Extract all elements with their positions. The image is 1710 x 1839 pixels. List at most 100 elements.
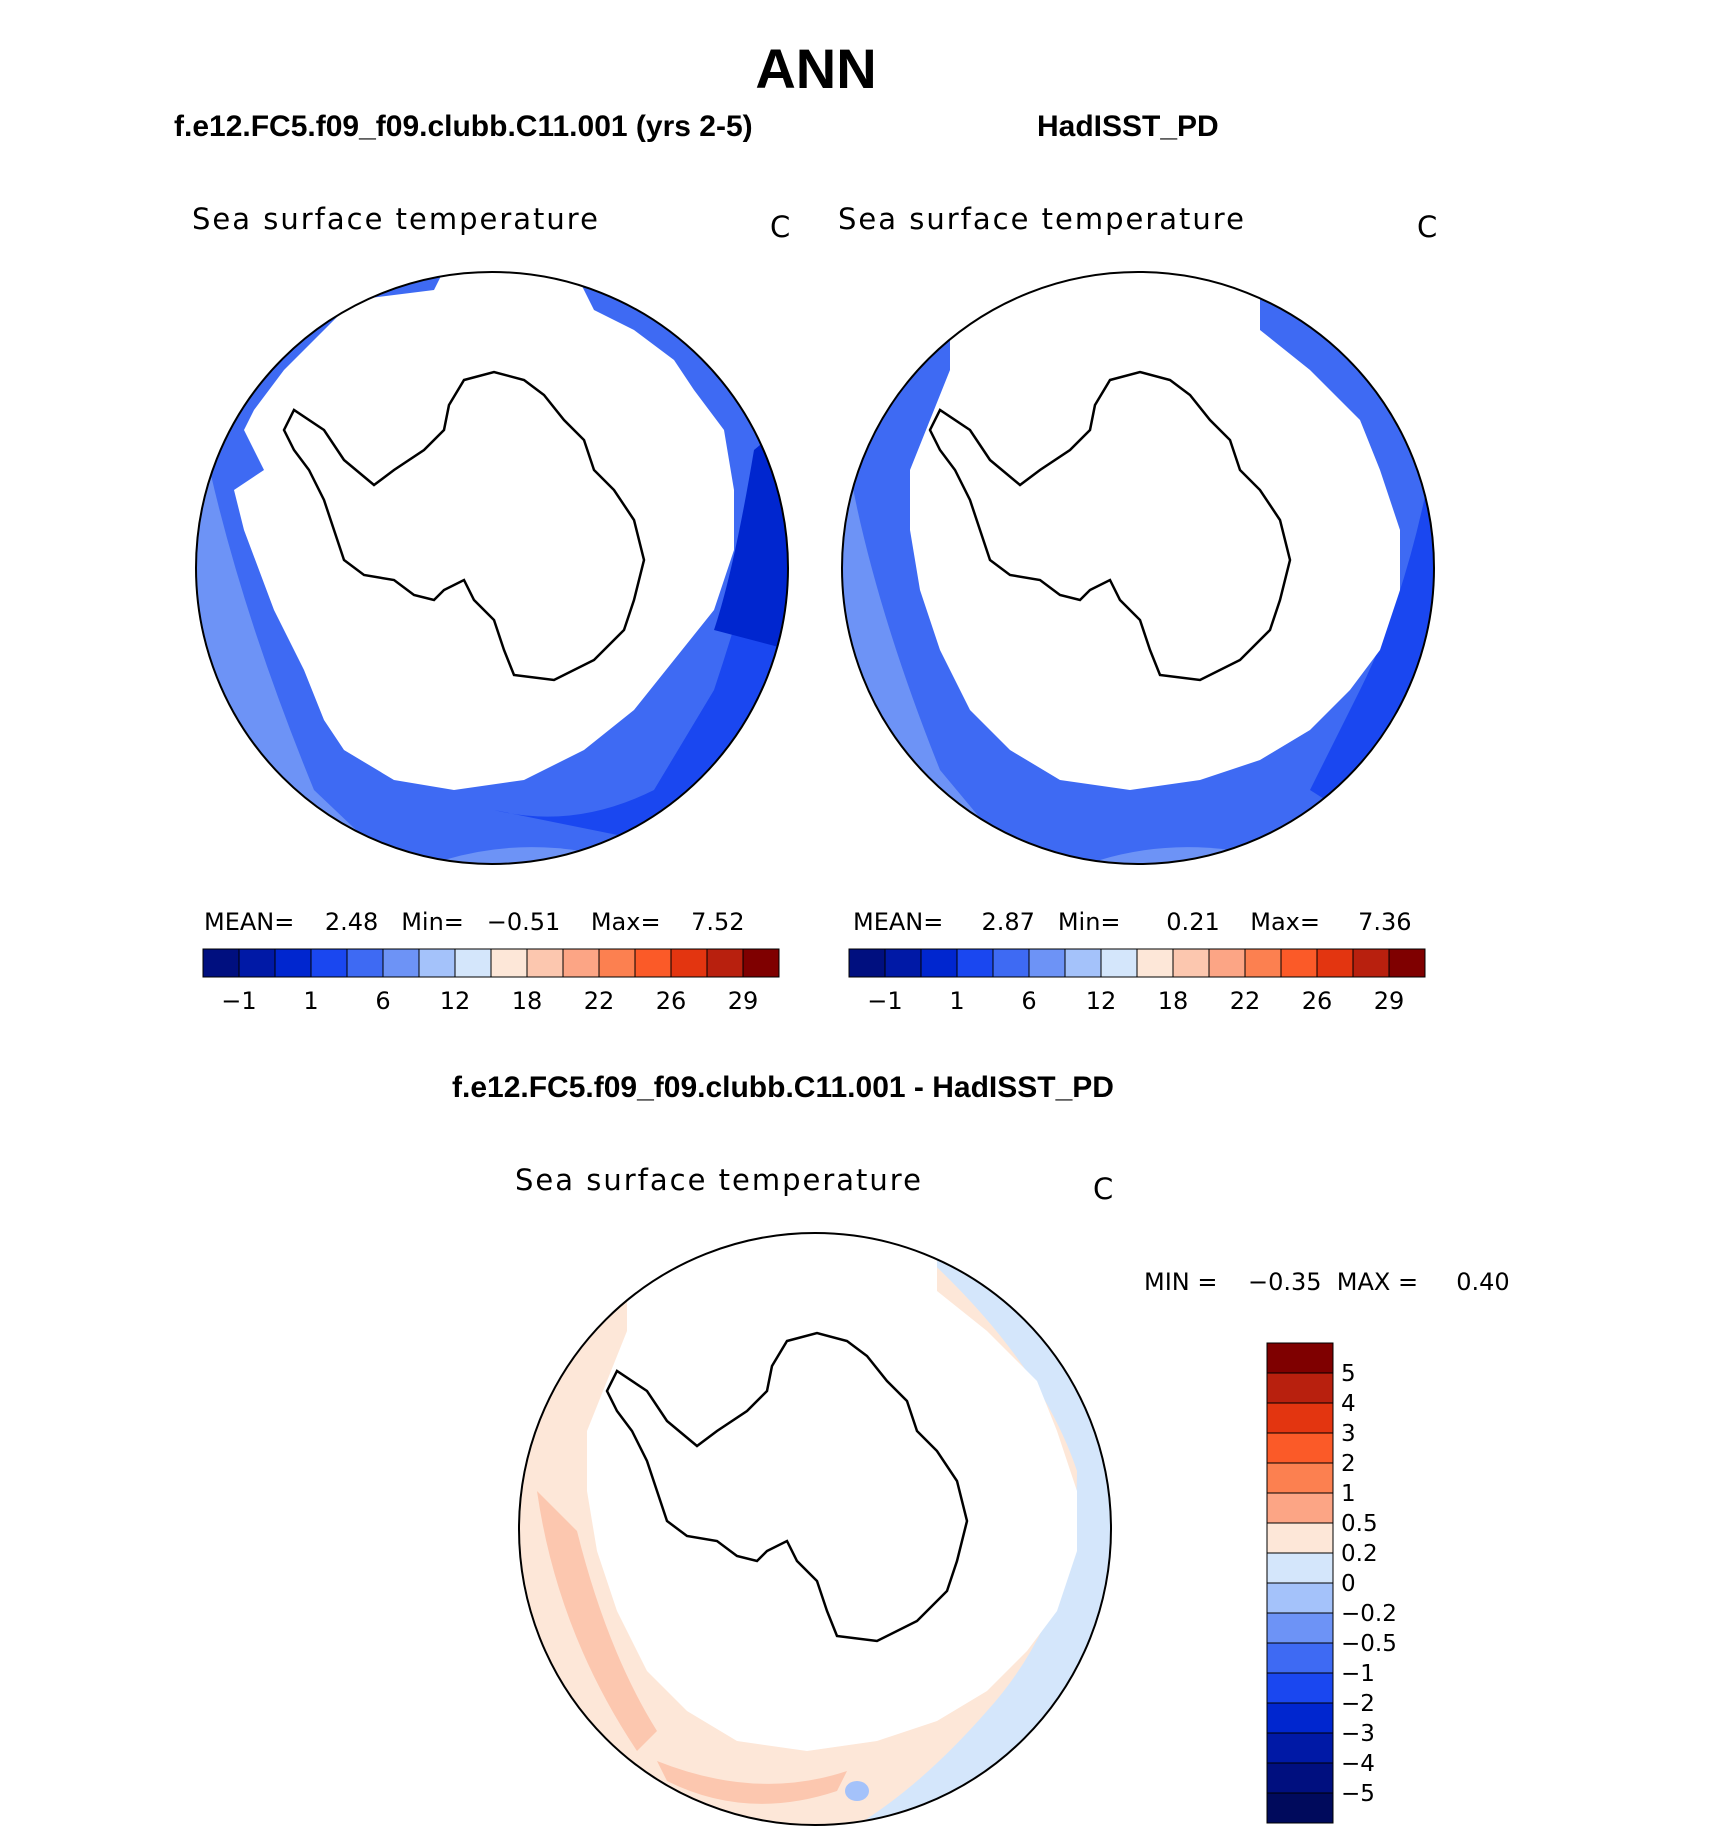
colorbar-swatch — [1100, 948, 1138, 978]
colorbar-swatch — [1316, 948, 1354, 978]
colorbar-swatch — [526, 948, 564, 978]
colorbar-swatch — [1136, 948, 1174, 978]
colorbar-swatch — [346, 948, 384, 978]
colorbar-swatch — [1266, 1492, 1334, 1524]
colorbar-tick-label: 12 — [1086, 987, 1117, 1015]
panel-3-case-title: f.e12.FC5.f09_f09.clubb.C11.001 - HadISS… — [452, 1071, 1114, 1104]
colorbar-swatch — [1266, 1582, 1334, 1614]
panel-1-case-title: f.e12.FC5.f09_f09.clubb.C11.001 (yrs 2-5… — [174, 110, 753, 143]
colorbar-swatch — [956, 948, 994, 978]
colorbar-tick-label: −5 — [1341, 1781, 1375, 1807]
sea-ice-mask — [910, 272, 1400, 790]
sea-ice-mask — [234, 272, 734, 790]
colorbar-tick-label: 6 — [1021, 987, 1036, 1015]
colorbar-tick-label: 6 — [375, 987, 390, 1015]
page-title: ANN — [755, 37, 877, 100]
panel-2-colorbar: −1 1 6 12 18 22 26 29 — [848, 948, 1426, 1015]
colorbar-swatch — [848, 948, 886, 978]
colorbar-swatch — [1266, 1642, 1334, 1674]
colorbar-swatch — [1208, 948, 1246, 978]
colorbar-swatch — [454, 948, 492, 978]
colorbar-swatch — [1266, 1522, 1334, 1554]
colorbar-swatch — [1266, 1612, 1334, 1644]
colorbar-swatch — [1352, 948, 1390, 978]
colorbar-swatch — [598, 948, 636, 978]
panel-1-variable-label: Sea surface temperature — [192, 202, 600, 236]
colorbar-tick-label: −1 — [867, 987, 902, 1015]
colorbar-tick-label: 4 — [1341, 1391, 1356, 1417]
colorbar-swatch — [1244, 948, 1282, 978]
colorbar-swatch — [920, 948, 958, 978]
colorbar-tick-label: −0.2 — [1341, 1601, 1397, 1627]
panel-1-units-label: C — [770, 210, 791, 244]
antarctica-coastline — [928, 370, 1292, 682]
colorbar-tick-label: 18 — [512, 987, 543, 1015]
colorbar-tick-label: 22 — [584, 987, 615, 1015]
map-boundary — [195, 271, 789, 865]
colorbar-swatch — [1266, 1402, 1334, 1434]
panel-1-stats: MEAN= 2.48 Min= −0.51 Max= 7.52 — [204, 908, 745, 936]
colorbar-tick-label: 5 — [1341, 1361, 1356, 1387]
negative-anomaly-east — [847, 1233, 1111, 1825]
colorbar-swatch — [1266, 1552, 1334, 1584]
colorbar-tick-label: 0.2 — [1341, 1541, 1378, 1567]
colorbar-swatch — [1172, 948, 1210, 978]
colorbar-swatch — [382, 948, 420, 978]
colorbar-tick-label: 0.5 — [1341, 1511, 1378, 1537]
panel-2-case-title: HadISST_PD — [1037, 110, 1219, 143]
colorbar-swatch — [274, 948, 312, 978]
colorbar-tick-label: 29 — [728, 987, 759, 1015]
colorbar-tick-label: −1 — [1341, 1661, 1375, 1687]
colorbar-swatch — [742, 948, 780, 978]
colorbar-swatch — [1028, 948, 1066, 978]
coldest-band-east — [714, 420, 788, 650]
colorbar-tick-label: 3 — [1341, 1421, 1356, 1447]
colorbar-swatch — [490, 948, 528, 978]
panel-3-colorbar: 5 4 3 2 1 0.5 0.2 0 −0.2 −0.5 −1 −2 −3 −4 −5 — [1266, 1342, 1397, 1824]
antarctica-coastline — [605, 1331, 969, 1643]
panel-3-stats: MIN = −0.35 MAX = 0.40 — [1144, 1268, 1510, 1296]
antarctica-coastline — [282, 370, 646, 682]
colorbar-tick-label: 1 — [1341, 1481, 1356, 1507]
colorbar-swatch — [1266, 1672, 1334, 1704]
colorbar-tick-label: 18 — [1158, 987, 1189, 1015]
colorbar-swatch — [1280, 948, 1318, 978]
colorbar-tick-label: 2 — [1341, 1451, 1356, 1477]
colorbar-swatch — [1266, 1762, 1334, 1794]
colorbar-tick-label: 1 — [303, 987, 318, 1015]
positive-anomaly-west — [537, 1491, 657, 1751]
colorbar-swatch — [1388, 948, 1426, 978]
colorbar-swatch — [1266, 1372, 1334, 1404]
colorbar-swatch — [992, 948, 1030, 978]
panel-3-difference-map — [518, 1232, 1112, 1826]
colorbar-swatch — [562, 948, 600, 978]
map-boundary — [841, 271, 1435, 865]
colorbar-tick-label: −2 — [1341, 1691, 1375, 1717]
colorbar-swatch — [706, 948, 744, 978]
colorbar-tick-label: 12 — [440, 987, 471, 1015]
colorbar-swatch — [1266, 1792, 1334, 1824]
panel-1-colorbar: −1 1 6 12 18 22 26 29 — [202, 948, 780, 1015]
map-boundary — [518, 1232, 1112, 1826]
colorbar-swatch — [202, 948, 240, 978]
colorbar-swatch — [238, 948, 276, 978]
colorbar-tick-label: 1 — [949, 987, 964, 1015]
panel-3-variable-label: Sea surface temperature — [515, 1163, 923, 1197]
colorbar-swatch — [418, 948, 456, 978]
colorbar-tick-label: −4 — [1341, 1751, 1375, 1777]
panel-1-sst-map — [195, 271, 789, 865]
colorbar-swatch — [884, 948, 922, 978]
colorbar-swatch — [1266, 1462, 1334, 1494]
colorbar-swatch — [310, 948, 348, 978]
colorbar-swatch — [1266, 1432, 1334, 1464]
positive-anomaly-north — [657, 1761, 847, 1804]
colorbar-tick-label: −1 — [221, 987, 256, 1015]
panel-2-stats: MEAN= 2.87 Min= 0.21 Max= 7.36 — [853, 908, 1412, 936]
colorbar-swatch — [1266, 1732, 1334, 1764]
panel-3-units-label: C — [1093, 1172, 1114, 1206]
panel-2-variable-label: Sea surface temperature — [838, 202, 1246, 236]
colorbar-tick-label: 22 — [1230, 987, 1261, 1015]
colorbar-tick-label: −0.5 — [1341, 1631, 1397, 1657]
negative-anomaly-spot — [845, 1781, 869, 1801]
panel-2-units-label: C — [1417, 210, 1438, 244]
